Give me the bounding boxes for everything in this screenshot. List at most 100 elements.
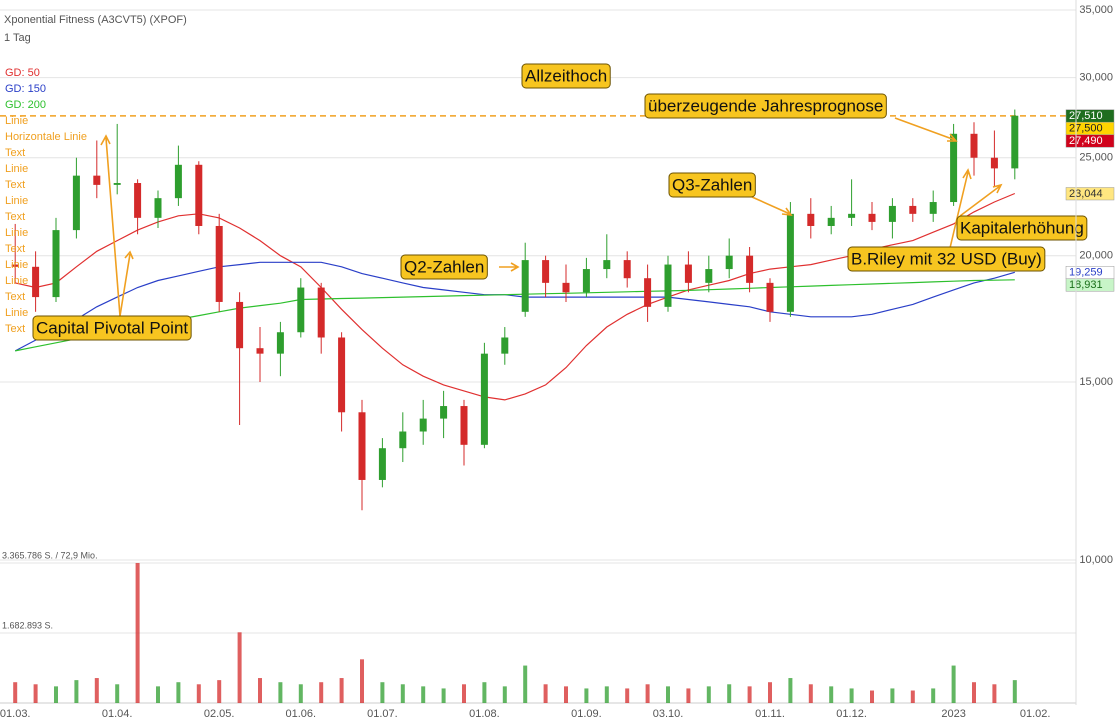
volume-bar	[156, 686, 160, 703]
x-tick-label: 03.10.	[653, 708, 684, 720]
x-tick-label: 01.08.	[469, 708, 500, 720]
volume-bar	[543, 684, 548, 703]
volume-bar	[951, 665, 956, 703]
drawing-list-item: Text	[5, 147, 25, 159]
candle-body	[1011, 115, 1019, 169]
annotation: Q2-Zahlen	[404, 257, 484, 276]
candle-body	[929, 202, 937, 214]
annotation-box	[956, 215, 1088, 241]
annotation-box	[32, 315, 192, 341]
candle-body	[909, 205, 917, 214]
x-tick-label: 01.02.	[1020, 708, 1051, 720]
annotation: überzeugende Jahresprognose	[648, 96, 883, 115]
volume-bar	[808, 684, 813, 703]
drawing-list-item: Text	[5, 323, 25, 335]
y-tick-label: 35,000	[1079, 4, 1113, 16]
annotation: Allzeithoch	[525, 66, 607, 85]
volume-bar	[462, 684, 466, 703]
candle-body	[317, 287, 325, 338]
annotation-box	[400, 254, 488, 280]
y-tick-label: 30,000	[1079, 72, 1113, 84]
drawing-list-item: Linie	[5, 259, 28, 271]
volume-bar	[972, 682, 976, 703]
volume-bar	[278, 682, 283, 703]
candle-body	[684, 264, 692, 283]
x-tick-label: 01.06.	[286, 708, 317, 720]
volume-bar	[706, 686, 711, 703]
x-tick-label: 01.03.	[0, 708, 30, 720]
volume-bar	[176, 682, 181, 703]
volume-bar	[910, 690, 915, 703]
volume-bar	[992, 684, 997, 703]
candle-body	[562, 282, 570, 293]
y-tick-label: 10,000	[1079, 554, 1113, 566]
drawing-list-item: Linie	[5, 275, 28, 287]
candle-body	[746, 255, 754, 283]
volume-tick-label: 3.365.786 S. / 72,9 Mio.	[2, 550, 98, 560]
arrow	[949, 168, 972, 249]
drawing-list-item: Linie	[5, 115, 28, 127]
y-tick-label: 15,000	[1079, 376, 1113, 388]
candle-body	[134, 183, 142, 218]
arrow	[894, 117, 958, 142]
arrow	[499, 262, 520, 272]
candle-body	[32, 266, 40, 298]
drawing-list-item: Linie	[5, 227, 28, 239]
drawing-list-item: Linie	[5, 163, 28, 175]
candle-body	[501, 337, 509, 354]
volume-tick-label: 1.682.893 S.	[2, 620, 53, 630]
candle-body	[807, 213, 815, 226]
drawing-list-item: Text	[5, 211, 25, 223]
annotation-box	[521, 63, 611, 89]
moving-average-line	[14, 261, 1015, 352]
candle-body	[460, 406, 468, 445]
x-tick-label: 2023	[941, 708, 965, 720]
y-tick-label: 20,000	[1079, 250, 1113, 262]
volume-bar	[625, 688, 630, 703]
volume-bar	[441, 688, 446, 703]
volume-bar	[237, 632, 242, 703]
candle-body	[970, 133, 978, 158]
candle-body	[603, 260, 611, 270]
volume-bar	[380, 682, 385, 703]
arrows	[100, 117, 1003, 317]
annotation: B.Riley mit 32 USD (Buy)	[851, 249, 1042, 268]
arrow	[119, 250, 134, 317]
candle-body	[113, 183, 121, 185]
arrow	[751, 196, 793, 216]
volume-bar	[829, 686, 834, 703]
volume-bar	[645, 684, 650, 703]
candle-body	[521, 260, 529, 312]
volume-bar	[747, 686, 752, 703]
candle-body	[11, 264, 19, 267]
candle-body	[52, 230, 60, 298]
volume-bar	[115, 684, 120, 703]
legend-entry: GD: 150	[5, 83, 46, 95]
volume-bar	[298, 684, 303, 703]
price-label: 27,510	[1069, 110, 1103, 122]
volume-bar	[502, 686, 507, 703]
chart-title: Xponential Fitness (A3CVT5) (XPOF)	[4, 14, 187, 26]
annotation: Kapitalerhöhung	[960, 218, 1084, 237]
volume-bar	[849, 688, 854, 703]
candle-body	[297, 287, 305, 333]
candle-body	[195, 164, 203, 226]
candle-body	[72, 175, 80, 231]
x-tick-label: 01.12.	[836, 708, 867, 720]
candle-body	[276, 332, 284, 354]
volume-bar	[523, 665, 528, 703]
volume-bar	[768, 682, 772, 703]
drawing-list-item: Text	[5, 179, 25, 191]
candle-body	[236, 301, 244, 349]
volume-bar	[400, 684, 405, 703]
y-tick-label: 25,000	[1079, 152, 1113, 164]
candle-body	[440, 406, 448, 419]
volume-bar	[421, 686, 426, 703]
volume-bar	[54, 686, 58, 703]
price-label: 27,500	[1069, 123, 1103, 135]
volume-bar	[1012, 680, 1017, 703]
candle-body	[848, 213, 856, 218]
drawing-list-item: Text	[5, 243, 25, 255]
